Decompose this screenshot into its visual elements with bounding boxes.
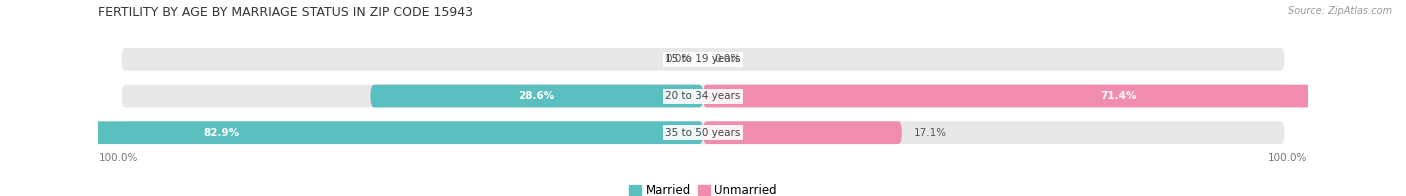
Text: 0.0%: 0.0% xyxy=(714,54,741,64)
Text: 17.1%: 17.1% xyxy=(914,128,946,138)
Text: Source: ZipAtlas.com: Source: ZipAtlas.com xyxy=(1288,6,1392,16)
Text: 0.0%: 0.0% xyxy=(665,54,692,64)
Text: FERTILITY BY AGE BY MARRIAGE STATUS IN ZIP CODE 15943: FERTILITY BY AGE BY MARRIAGE STATUS IN Z… xyxy=(98,6,474,19)
Text: 100.0%: 100.0% xyxy=(98,153,138,163)
FancyBboxPatch shape xyxy=(122,121,1284,144)
FancyBboxPatch shape xyxy=(122,85,1284,107)
Text: 20 to 34 years: 20 to 34 years xyxy=(665,91,741,101)
FancyBboxPatch shape xyxy=(371,85,703,107)
FancyBboxPatch shape xyxy=(122,48,1284,71)
FancyBboxPatch shape xyxy=(703,121,901,144)
Text: 35 to 50 years: 35 to 50 years xyxy=(665,128,741,138)
FancyBboxPatch shape xyxy=(703,85,1406,107)
Text: 28.6%: 28.6% xyxy=(519,91,555,101)
Text: 82.9%: 82.9% xyxy=(202,128,239,138)
FancyBboxPatch shape xyxy=(0,121,703,144)
Text: 100.0%: 100.0% xyxy=(1268,153,1308,163)
Legend: Married, Unmarried: Married, Unmarried xyxy=(624,179,782,196)
Text: 15 to 19 years: 15 to 19 years xyxy=(665,54,741,64)
Text: 71.4%: 71.4% xyxy=(1099,91,1136,101)
